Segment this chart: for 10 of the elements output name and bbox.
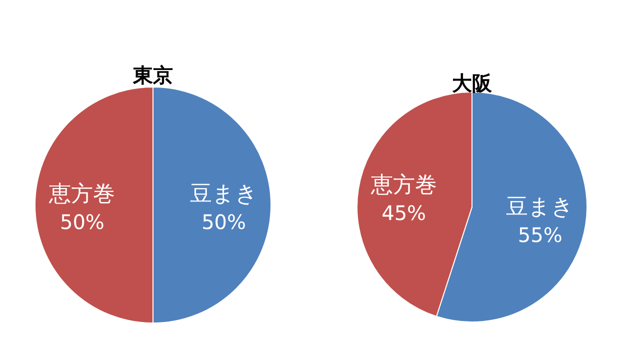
chart-title: 大阪: [452, 71, 493, 95]
chart-title: 東京: [132, 63, 173, 87]
data-label: 45%: [382, 201, 426, 226]
data-label: 55%: [518, 222, 562, 247]
slice-label: 豆まき: [506, 194, 574, 220]
slice-label: 恵方巻: [370, 173, 437, 198]
data-label: 50%: [202, 210, 246, 234]
data-label: 50%: [60, 210, 104, 234]
slice-label: 豆まき: [190, 182, 258, 207]
slice-label: 恵方巻: [48, 182, 116, 207]
